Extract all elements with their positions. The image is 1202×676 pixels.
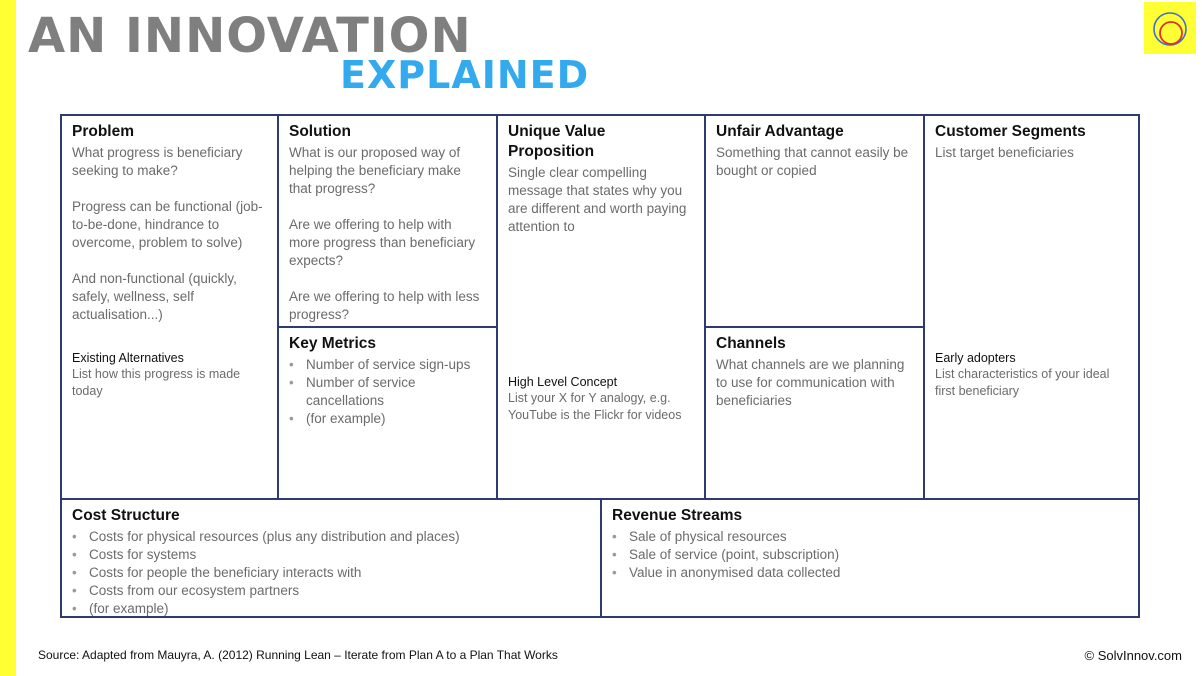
early-adopters-text: List characteristics of your ideal first… [935,367,1110,398]
channels-title: Channels [716,335,786,352]
key-metrics-title: Key Metrics [289,335,377,352]
cost-structure-title: Cost Structure [72,507,180,524]
list-item: Costs from our ecosystem partners [72,582,590,600]
revenue-streams-cell: Revenue Streams Sale of physical resourc… [601,499,1139,617]
list-item: Costs for physical resources (plus any d… [72,528,590,546]
customer-segments-cell: Customer Segments List target beneficiar… [924,115,1139,499]
list-item: (for example) [72,600,590,616]
high-level-concept-text: List your X for Y analogy, e.g. YouTube … [508,391,682,422]
list-item: Sale of service (point, subscription) [612,546,1128,564]
existing-alternatives-title: Existing Alternatives [72,351,184,365]
early-adopters-title: Early adopters [935,351,1016,365]
list-item: Costs for people the beneficiary interac… [72,564,590,582]
customer-segments-text: List target beneficiaries [935,145,1074,160]
lean-canvas: Problem What progress is beneficiary see… [60,114,1140,618]
revenue-streams-title: Revenue Streams [612,507,743,524]
copyright-notice: © SolvInnov.com [1084,648,1183,663]
cost-structure-cell: Cost Structure Costs for physical resour… [61,499,601,617]
uvp-title: Unique Value Proposition [508,123,606,160]
problem-text-3: And non-functional (quickly, safely, wel… [72,271,237,322]
yellow-accent-bar [0,0,16,676]
channels-cell: Channels What channels are we planning t… [705,327,924,499]
problem-title: Problem [72,123,135,140]
solution-text-1: What is our proposed way of helping the … [289,145,461,196]
solution-text-2: Are we offering to help with more progre… [289,217,476,268]
early-adopters: Early adopters List characteristics of y… [935,350,1130,400]
page-subtitle: EXPLAINED [340,53,590,97]
key-metrics-cell: Key Metrics Number of service sign-ups N… [278,327,497,499]
revenue-streams-list: Sale of physical resources Sale of servi… [612,528,1128,582]
uvp-text: Single clear compelling message that sta… [508,165,687,234]
key-metrics-list: Number of service sign-ups Number of ser… [289,356,486,428]
unfair-advantage-title: Unfair Advantage [716,123,844,140]
high-level-concept: High Level Concept List your X for Y ana… [508,374,696,424]
list-item: (for example) [289,410,486,428]
page-title: AN INNOVATION [28,8,472,64]
list-item: Value in anonymised data collected [612,564,1128,582]
high-level-concept-title: High Level Concept [508,375,618,389]
list-item: Costs for systems [72,546,590,564]
list-item: Sale of physical resources [612,528,1128,546]
concentric-circles-logo-icon [1144,2,1196,54]
existing-alternatives: Existing Alternatives List how this prog… [72,350,269,400]
problem-text-1: What progress is beneficiary seeking to … [72,145,243,178]
unfair-advantage-cell: Unfair Advantage Something that cannot e… [705,115,924,327]
solution-cell: Solution What is our proposed way of hel… [278,115,497,327]
customer-segments-title: Customer Segments [935,123,1086,140]
solution-text-3: Are we offering to help with less progre… [289,289,480,322]
uvp-cell: Unique Value Proposition Single clear co… [497,115,705,499]
solution-title: Solution [289,123,351,140]
channels-text: What channels are we planning to use for… [716,357,905,408]
existing-alternatives-text: List how this progress is made today [72,367,241,398]
cost-structure-list: Costs for physical resources (plus any d… [72,528,590,616]
source-citation: Source: Adapted from Mauyra, A. (2012) R… [38,648,558,662]
list-item: Number of service sign-ups [289,356,486,374]
problem-cell: Problem What progress is beneficiary see… [61,115,278,499]
problem-text-2: Progress can be functional (job-to-be-do… [72,199,263,250]
unfair-advantage-text: Something that cannot easily be bought o… [716,145,909,178]
list-item: Number of service cancellations [289,374,486,410]
